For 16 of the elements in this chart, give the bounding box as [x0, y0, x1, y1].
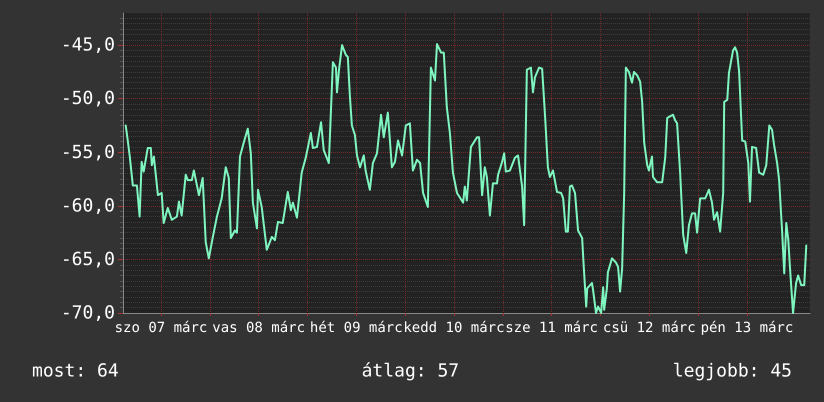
y-tick-label: -45,0 [60, 34, 115, 56]
x-tick-label: hét 09 márc [310, 320, 403, 336]
y-tick-label: -65,0 [60, 248, 115, 270]
x-tick-label: pén 13 márc [700, 320, 794, 336]
x-tick-label: sze 11 márc [505, 320, 598, 336]
y-tick-label: -50,0 [60, 88, 115, 110]
text: legjobb: 45 [672, 360, 792, 382]
y-tick-label: -70,0 [60, 302, 115, 324]
x-tick-label: kedd 10 márc [403, 320, 505, 336]
text: átlag: 57 [362, 360, 460, 382]
x-tick-label: szo 07 márc [114, 320, 208, 336]
text: most: 64 [32, 360, 119, 382]
y-tick-label: -60,0 [60, 195, 115, 216]
x-tick-label: csü 12 márc [602, 320, 696, 336]
y-tick-label: -55,0 [60, 142, 115, 163]
x-tick-label: vas 08 márc [212, 320, 305, 336]
